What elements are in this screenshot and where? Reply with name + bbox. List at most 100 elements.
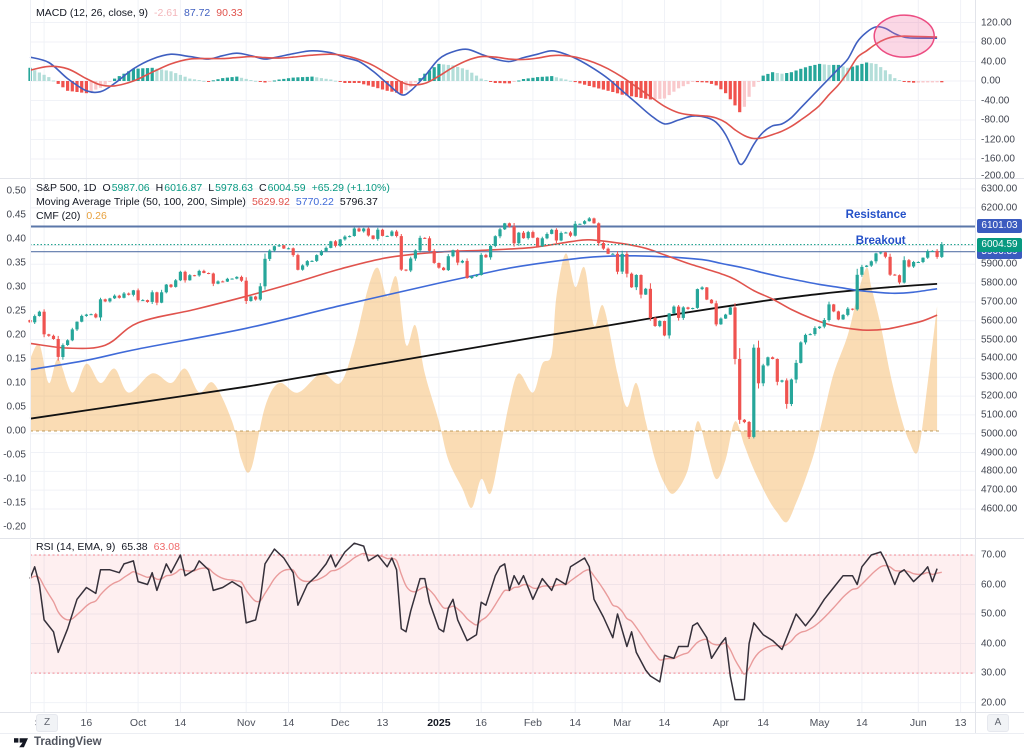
macd-histogram-bar <box>108 81 112 82</box>
candle-body <box>446 256 450 271</box>
macd-histogram-bar <box>648 81 652 100</box>
candle-body <box>474 275 479 277</box>
macd-histogram-bar <box>66 81 70 91</box>
legend-value: S&P 500, 1D <box>36 182 97 194</box>
macd-axis-label: 80.00 <box>981 36 1007 48</box>
macd-histogram-bar <box>244 78 248 81</box>
cmf-axis-label: 0.35 <box>6 257 26 269</box>
macd-crossover-ellipse-annotation[interactable] <box>873 14 935 58</box>
macd-histogram-bar <box>681 81 685 87</box>
macd-histogram-bar <box>803 67 808 81</box>
macd-pane-canvas[interactable] <box>0 0 975 178</box>
macd-histogram-bar <box>315 77 319 81</box>
rsi-legend[interactable]: RSI (14, EMA, 9) 65.38 63.08 <box>36 541 180 553</box>
candle-body <box>75 321 79 330</box>
price-legend-row-2[interactable]: CMF (20) 0.26 <box>36 209 390 223</box>
macd-histogram-bar <box>653 81 657 100</box>
zoom-out-button[interactable]: Z <box>36 714 58 732</box>
macd-histogram-bar <box>277 79 281 81</box>
macd-histogram-bar <box>827 64 831 81</box>
macd-histogram-bar <box>324 78 328 81</box>
candle-body <box>141 300 145 302</box>
candle-body <box>578 223 582 225</box>
candle-body <box>921 257 925 262</box>
candle-body <box>390 231 394 236</box>
candle-body <box>855 274 859 310</box>
candle-body <box>437 263 441 268</box>
macd-histogram-bar <box>409 81 413 87</box>
cmf-axis-label: -0.20 <box>3 521 26 533</box>
price-legend-row-1[interactable]: Moving Average Triple (50, 100, 200, Sim… <box>36 195 390 209</box>
macd-histogram-bar <box>216 79 220 81</box>
pane-divider[interactable] <box>0 538 1024 539</box>
price-pane-canvas[interactable] <box>0 178 975 538</box>
price-axis-label: 4900.00 <box>981 447 1018 459</box>
candle-body <box>178 271 182 281</box>
candle-body <box>197 270 201 276</box>
macd-histogram-bar <box>484 80 488 81</box>
macd-histogram-bar <box>700 81 704 83</box>
macd-legend[interactable]: MACD (12, 26, close, 9) -2.61 87.72 90.33 <box>36 7 243 19</box>
candle-body <box>47 334 51 336</box>
auto-scale-button[interactable]: A <box>987 714 1009 732</box>
legend-value: CMF (20) <box>36 210 81 222</box>
macd-histogram-bar <box>47 77 51 81</box>
candle-body <box>865 265 869 267</box>
candle-body <box>150 292 154 302</box>
candle-body <box>263 258 267 287</box>
macd-histogram-bar <box>601 81 605 90</box>
candle-body <box>888 256 892 275</box>
price-legend[interactable]: S&P 500, 1D O5987.06 H6016.87 L5978.63 C6004… <box>36 181 390 223</box>
cmf-axis-label: -0.10 <box>3 473 26 485</box>
macd-histogram-bar <box>644 81 648 99</box>
candle-body <box>427 238 432 251</box>
candle-body <box>583 221 587 224</box>
macd-histogram-bar <box>249 80 253 81</box>
candle-body <box>827 304 831 320</box>
macd-histogram-bar <box>37 72 41 81</box>
candle-body <box>794 362 798 380</box>
macd-histogram-bar <box>451 65 455 81</box>
candle-body <box>526 232 530 239</box>
time-axis-label: Apr <box>712 717 730 729</box>
macd-histogram-bar <box>611 81 615 92</box>
macd-histogram-bar <box>926 81 930 83</box>
last-price-badge: 6004.59 <box>977 237 1022 252</box>
candle-body <box>80 315 84 322</box>
macd-histogram-bar <box>348 81 352 83</box>
candle-body <box>766 357 770 366</box>
candle-body <box>484 254 488 258</box>
candle-body <box>742 419 746 423</box>
price-legend-row-0[interactable]: S&P 500, 1D O5987.06 H6016.87 L5978.63 C6004… <box>36 181 390 195</box>
ma200-line <box>29 283 938 420</box>
resistance-annotation-label[interactable]: Resistance <box>845 209 907 222</box>
rsi-axis-label: 30.00 <box>981 667 1007 679</box>
candle-body <box>540 238 544 247</box>
macd-histogram-bar <box>160 69 164 81</box>
price-axis-label: 5200.00 <box>981 390 1018 402</box>
candle-body <box>606 248 610 254</box>
macd-histogram-bar <box>503 81 507 84</box>
breakout-annotation-label[interactable]: Breakout <box>855 234 906 247</box>
candle-body <box>799 342 803 363</box>
candle-body <box>89 314 93 316</box>
macd-histogram-bar <box>371 81 375 87</box>
macd-histogram-bar <box>686 81 690 85</box>
pane-divider[interactable] <box>0 178 1024 179</box>
candle-body <box>366 228 370 236</box>
rsi-pane-canvas[interactable] <box>0 538 975 712</box>
macd-histogram-bar <box>380 81 385 90</box>
candle-body <box>258 286 262 300</box>
macd-histogram-bar <box>319 78 323 81</box>
candle-body <box>550 229 554 234</box>
macd-histogram-bar <box>498 81 502 84</box>
macd-histogram-bar <box>305 76 309 81</box>
legend-value: 5978.63 <box>215 182 254 194</box>
candle-body <box>752 347 756 437</box>
candle-body <box>286 248 291 250</box>
candle-body <box>301 265 305 270</box>
macd-histogram-bar <box>691 81 695 82</box>
macd-histogram-bar <box>855 65 859 81</box>
macd-histogram-bar <box>479 78 483 81</box>
price-axis-label: 4700.00 <box>981 484 1018 496</box>
